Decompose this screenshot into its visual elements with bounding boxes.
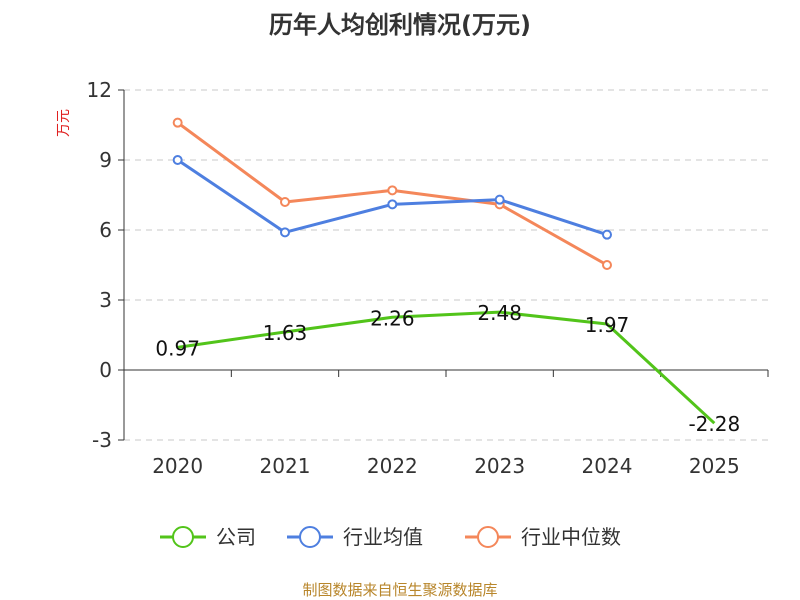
series-2-point-2020 [172, 117, 183, 128]
y-tick-label-12: 12 [87, 78, 112, 102]
series-2-point-2024 [602, 260, 612, 270]
data-label-2022: 2.26 [370, 306, 415, 330]
legend-item-0[interactable]: 公司 [160, 525, 256, 549]
legend-label-0: 公司 [216, 525, 256, 549]
data-label-2024: 1.97 [585, 313, 630, 337]
y-tick-label-0: 0 [99, 358, 112, 382]
series-1-point-2024 [602, 229, 612, 240]
legend-label-2: 行业中位数 [521, 525, 621, 549]
legend-item-2[interactable]: 行业中位数 [465, 525, 621, 549]
data-label-2023: 2.48 [477, 301, 522, 325]
data-label-2020: 0.97 [155, 336, 200, 360]
x-tick-label-2021: 2021 [260, 454, 311, 478]
x-tick-label-2022: 2022 [367, 454, 418, 478]
legend-marker-1 [299, 526, 321, 548]
series-2-point-2021 [280, 197, 290, 207]
series-1-point-2020 [172, 155, 183, 165]
y-axis-label: 万元 [56, 109, 72, 137]
data-label-2021: 1.63 [263, 321, 308, 345]
series-1-point-2021 [280, 227, 290, 238]
series-lines [172, 117, 716, 425]
legend-marker-2 [477, 526, 499, 548]
series-2-point-2022 [387, 185, 398, 196]
chart-title: 历年人均创利情况(万元) [269, 11, 531, 39]
y-tick-label-3: 3 [99, 288, 112, 312]
data-labels: 0.97 1.63 2.26 2.48 1.97 -2.28 [155, 301, 740, 436]
legend-item-1[interactable]: 行业均值 [287, 525, 423, 549]
y-tick-label-6: 6 [99, 218, 112, 242]
data-label-2025: -2.28 [688, 412, 740, 436]
legend-marker-0 [172, 526, 194, 548]
axes: -3 0 3 6 9 12 2020 2021 2022 2023 2024 2025 [87, 78, 769, 478]
source-note: 制图数据来自恒生聚源数据库 [302, 581, 497, 599]
grid-lines [124, 89, 768, 441]
x-tick-label-2023: 2023 [474, 454, 525, 478]
legend[interactable]: 公司 行业均值 行业中位数 [160, 525, 621, 549]
series-1-point-2022 [387, 199, 398, 210]
y-tick-label-9: 9 [99, 148, 112, 172]
series-line-0 [177, 310, 716, 425]
y-tick-label--3: -3 [92, 428, 112, 452]
series-1-point-2023 [494, 194, 505, 205]
legend-label-1: 行业均值 [343, 525, 423, 549]
x-tick-label-2024: 2024 [582, 454, 633, 478]
x-tick-label-2020: 2020 [152, 454, 203, 478]
x-tick-label-2025: 2025 [689, 454, 740, 478]
